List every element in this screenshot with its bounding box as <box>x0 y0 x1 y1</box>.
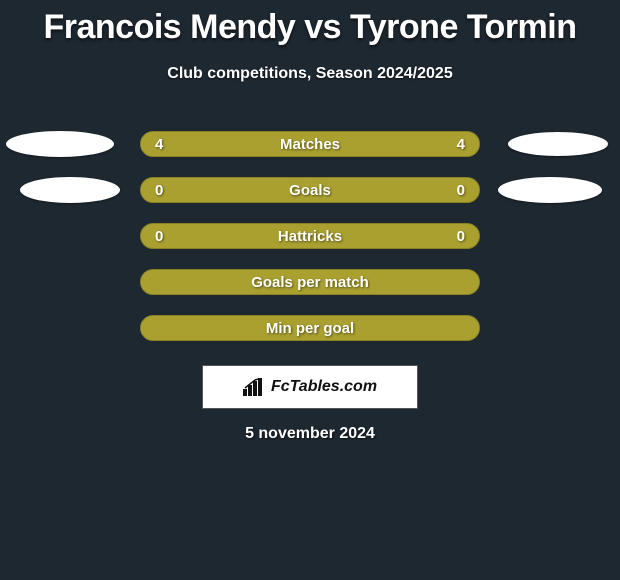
stat-right-value: 0 <box>457 182 465 199</box>
stat-left-value: 0 <box>155 182 163 199</box>
stat-label: Min per goal <box>141 320 479 337</box>
stat-right-value: 4 <box>457 136 465 153</box>
stat-row: 0Hattricks0 <box>0 213 620 259</box>
stat-label: Matches <box>141 136 479 153</box>
left-indicator-blob <box>20 177 120 203</box>
stat-bar: 0Hattricks0 <box>140 223 480 249</box>
stat-row: Goals per match <box>0 259 620 305</box>
stat-row: Min per goal <box>0 305 620 351</box>
stats-container: 4Matches40Goals00Hattricks0Goals per mat… <box>0 121 620 351</box>
stat-right-value: 0 <box>457 228 465 245</box>
bar-chart-icon <box>243 378 265 396</box>
stat-row: 4Matches4 <box>0 121 620 167</box>
stat-bar: Goals per match <box>140 269 480 295</box>
date-text: 5 november 2024 <box>0 425 620 443</box>
stat-bar: 0Goals0 <box>140 177 480 203</box>
footer-brand-text: FcTables.com <box>271 378 377 396</box>
stat-bar: Min per goal <box>140 315 480 341</box>
page-subtitle: Club competitions, Season 2024/2025 <box>0 65 620 83</box>
left-indicator-blob <box>6 131 114 157</box>
stat-left-value: 4 <box>155 136 163 153</box>
footer-brand-card: FcTables.com <box>202 365 418 409</box>
right-indicator-blob <box>508 132 608 156</box>
right-indicator-blob <box>498 177 602 203</box>
stat-label: Hattricks <box>141 228 479 245</box>
stat-label: Goals <box>141 182 479 199</box>
stat-bar: 4Matches4 <box>140 131 480 157</box>
page-title: Francois Mendy vs Tyrone Tormin <box>0 0 620 47</box>
stat-row: 0Goals0 <box>0 167 620 213</box>
stat-left-value: 0 <box>155 228 163 245</box>
stat-label: Goals per match <box>141 274 479 291</box>
